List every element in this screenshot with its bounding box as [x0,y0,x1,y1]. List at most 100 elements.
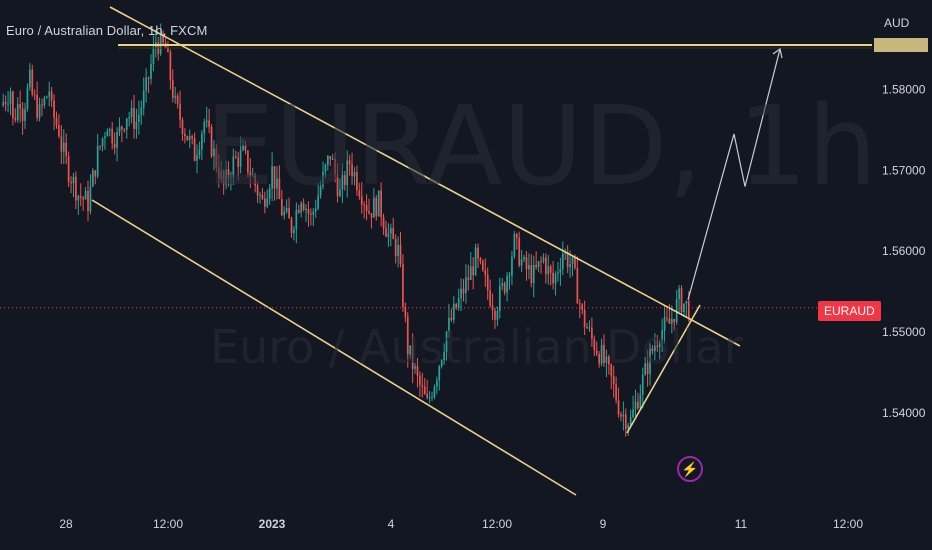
candle-body [278,178,281,199]
candle-body [467,277,470,280]
candle-body [111,128,114,144]
candle-body [615,384,617,401]
projection-arrow-path [687,48,781,300]
candle-body [263,198,266,207]
candle-body [627,425,630,429]
candle-body [624,414,627,429]
candle-body [14,117,17,121]
candle-body [118,126,121,133]
candle-body [472,266,475,276]
candle-body [26,87,29,110]
time-tick-label: 28 [59,517,73,531]
candle-body [104,136,106,139]
candle-body [578,303,581,305]
candle-body [375,197,378,217]
candle-body [116,132,118,148]
candle-body [687,300,690,319]
chart-title: Euro / Australian Dollar, 1h, FXCM [6,23,208,38]
candle-body [215,148,218,168]
candle-body [58,125,60,137]
candle-body [460,288,462,299]
candle-body [542,257,545,262]
time-tick-label: 4 [388,517,395,531]
projection-arrowhead [772,48,783,59]
candle-body [268,188,271,199]
candle-body [181,119,184,134]
candle-body [276,178,278,189]
candle-body [658,343,661,347]
candle-body [82,197,85,200]
candle-body [494,310,496,320]
candle-body [498,285,501,311]
candle-body [285,207,288,212]
candle-body [271,166,273,189]
candle-body [477,247,479,259]
candle-body [670,318,673,324]
candle-body [70,181,72,184]
candle-body [530,264,533,284]
candle-body [217,167,220,179]
candle-body [518,237,521,266]
candle-body [557,272,559,274]
candle-body [632,409,634,418]
candle-body [528,264,530,270]
candle-body [445,331,448,352]
candle-body [356,172,358,191]
price-tick-label: 1.56000 [882,244,926,258]
candle-body [191,136,194,139]
candle-body [186,135,189,141]
candle-body [399,244,402,265]
price-axis-currency: AUD [884,16,910,30]
candle-body [94,170,97,177]
time-axis: 28 12:00 2023 4 12:00 9 11 12:00 [59,517,863,531]
candle-body [312,211,315,215]
candle-body [29,69,31,88]
candle-body [24,109,26,121]
candle-body [566,252,569,268]
name-watermark: Euro / Australian Dollar [210,320,743,374]
candle-body [145,77,147,91]
candle-body [256,185,259,196]
candle-body [152,47,155,64]
candle-body [431,397,433,399]
candle-body [60,136,63,152]
symbol-price-badge[interactable]: EURAUD [818,301,881,321]
candle-body [503,283,506,293]
lightning-icon[interactable]: ⚡ [677,456,703,482]
candle-body [339,189,341,197]
candle-body [443,351,445,361]
candle-body [184,133,186,136]
candle-body [598,354,601,364]
candle-body [12,91,14,118]
candle-body [307,208,310,214]
symbol-watermark: EURAUD, 1h [205,82,878,210]
candle-body [162,33,164,43]
candle-body [489,290,491,306]
candle-body [305,208,307,211]
candle-body [607,356,610,365]
candle-body [222,171,225,185]
candle-body [62,142,65,152]
candle-body [639,394,642,409]
candle-body [554,273,557,284]
candle-body [135,121,138,129]
candle-body [571,256,574,265]
candle-body [331,158,334,160]
candle-body [106,130,109,137]
candle-body [176,95,179,104]
candle-body [65,142,68,157]
price-tick-label: 1.55000 [882,325,926,339]
candle-body [387,233,390,237]
candle-body [21,108,24,121]
candle-body [552,272,554,284]
candle-body [452,303,455,320]
candle-body [314,208,317,212]
candle-body [532,264,535,284]
candle-body [404,307,407,317]
candle-body [234,156,237,158]
candle-body [300,203,303,213]
candle-body [346,160,349,185]
candle-body [210,127,213,157]
candle-body [53,100,55,118]
